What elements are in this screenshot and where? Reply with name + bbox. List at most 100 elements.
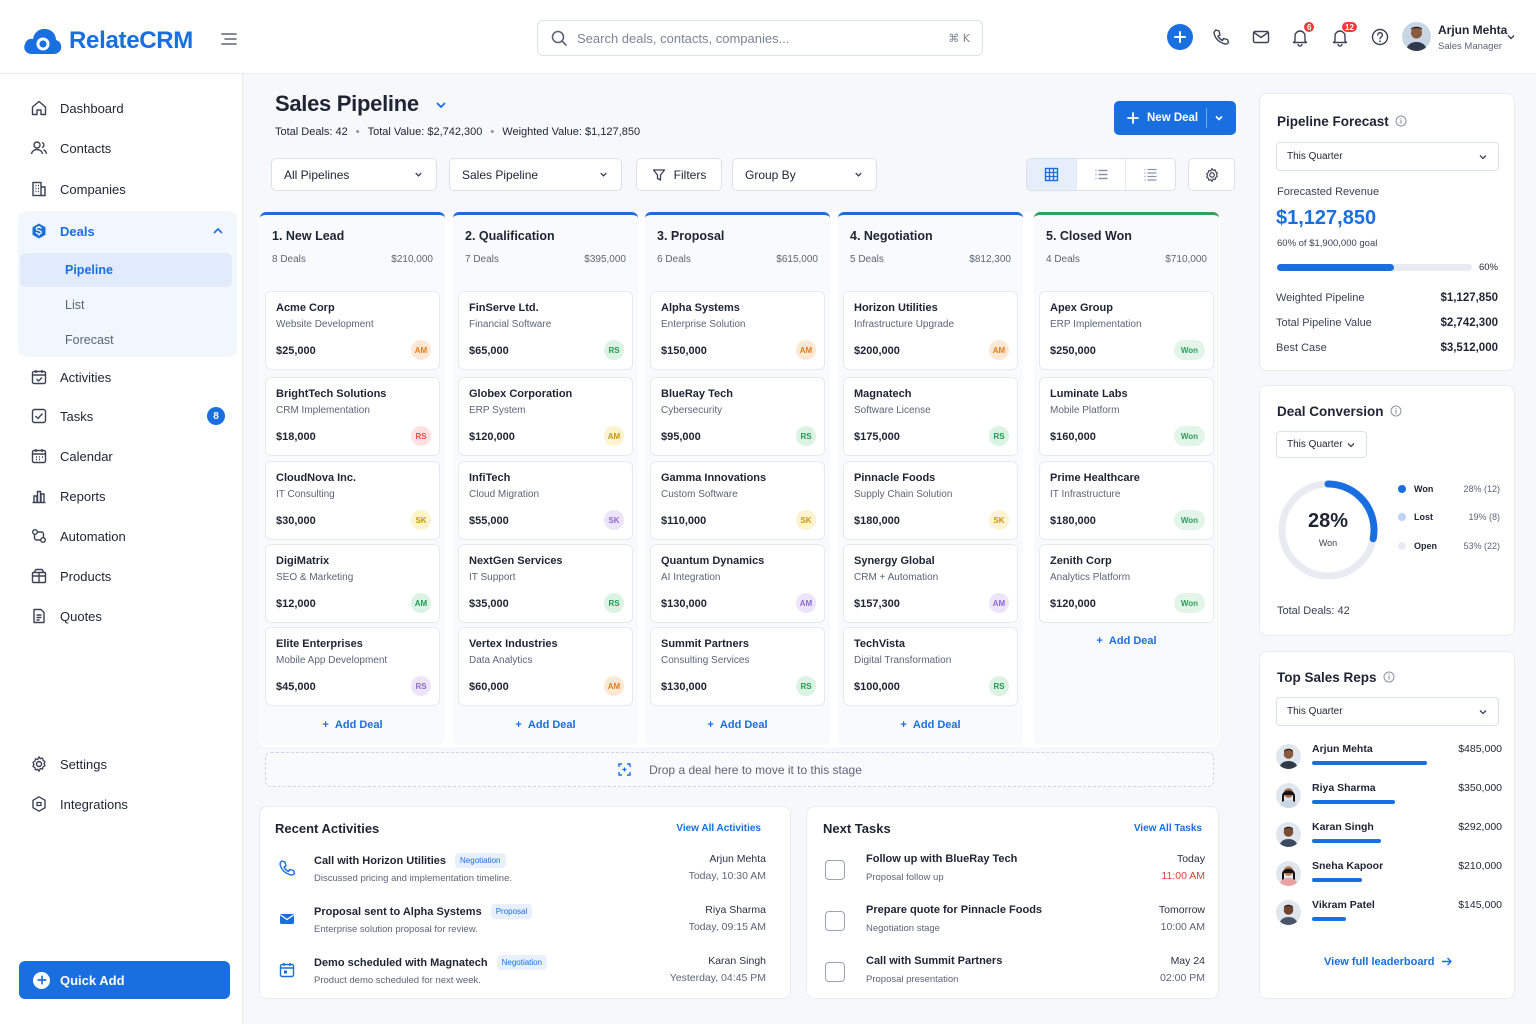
sales-rep-row[interactable]: Riya Sharma $350,000 <box>1276 781 1502 811</box>
sidebar-subitem-forecast[interactable]: Forecast <box>65 333 114 347</box>
task-row[interactable]: Prepare quote for Pinnacle Foods Negotia… <box>821 904 1205 944</box>
app-logo[interactable]: RelateCRM <box>22 26 193 56</box>
deal-project: Custom Software <box>661 489 738 500</box>
task-row[interactable]: Follow up with BlueRay Tech Proposal fol… <box>821 853 1205 893</box>
sidebar-subitem-list[interactable]: List <box>65 298 85 312</box>
reps-period-select[interactable]: This Quarter <box>1276 697 1499 726</box>
task-day: May 24 <box>1170 955 1205 967</box>
pipeline-select[interactable]: Sales Pipeline <box>449 158 622 191</box>
deal-card[interactable]: BrightTech Solutions CRM Implementation $1… <box>265 377 440 456</box>
compact-view-button[interactable] <box>1126 159 1175 190</box>
add-deal-button[interactable]: + Add Deal <box>515 719 576 731</box>
search-input[interactable] <box>577 30 949 46</box>
task-checkbox[interactable] <box>825 962 845 982</box>
deal-card[interactable]: Gamma Innovations Custom Software $110,000… <box>650 461 825 540</box>
create-button[interactable] <box>1167 24 1193 50</box>
sales-rep-row[interactable]: Arjun Mehta $485,000 <box>1276 742 1502 772</box>
pipeline-scope-select[interactable]: All Pipelines <box>271 158 437 191</box>
mail-icon[interactable] <box>1251 27 1271 47</box>
sidebar-subitem-pipeline[interactable]: Pipeline <box>20 253 232 287</box>
sidebar-item-automation[interactable]: Automation <box>18 519 237 553</box>
group-by-select[interactable]: Group By <box>732 158 877 191</box>
sidebar-item-deals[interactable]: Deals <box>18 214 237 248</box>
sidebar-item-contacts[interactable]: Contacts <box>18 131 237 165</box>
chevron-down-icon[interactable] <box>1213 112 1225 124</box>
activity-row[interactable]: Proposal sent to Alpha Systems Proposal E… <box>276 904 766 944</box>
deal-card[interactable]: Luminate Labs Mobile Platform $160,000 Won <box>1039 377 1214 456</box>
menu-collapse-icon[interactable] <box>220 31 238 47</box>
help-icon[interactable] <box>1370 27 1390 47</box>
deal-card[interactable]: Zenith Corp Analytics Platform $120,000 Won <box>1039 544 1214 623</box>
global-search[interactable]: ⌘ K <box>537 20 983 56</box>
conversion-period-select[interactable]: This Quarter <box>1276 431 1367 458</box>
deal-card[interactable]: Apex Group ERP Implementation $250,000 Won <box>1039 291 1214 370</box>
deal-card[interactable]: Vertex Industries Data Analytics $60,000 AM <box>458 627 633 706</box>
task-checkbox[interactable] <box>825 860 845 880</box>
deal-card[interactable]: Prime Healthcare IT Infrastructure $180,00… <box>1039 461 1214 540</box>
info-icon[interactable] <box>1383 671 1395 683</box>
task-row[interactable]: Call with Summit Partners Proposal prese… <box>821 955 1205 995</box>
sidebar-item-companies[interactable]: Companies <box>18 172 237 206</box>
deal-card[interactable]: DigiMatrix SEO & Marketing $12,000 AM <box>265 544 440 623</box>
alerts-badge: 12 <box>1341 21 1358 33</box>
deal-card[interactable]: Alpha Systems Enterprise Solution $150,000… <box>650 291 825 370</box>
view-all-activities-link[interactable]: View All Activities <box>676 823 761 834</box>
deal-amount: $30,000 <box>276 515 316 527</box>
bell-icon[interactable] <box>1290 27 1310 47</box>
activity-row[interactable]: Call with Horizon Utilities Negotiation D… <box>276 853 766 893</box>
task-checkbox[interactable] <box>825 911 845 931</box>
filters-button[interactable]: Filters <box>636 158 722 191</box>
drop-zone[interactable]: Drop a deal here to move it to this stag… <box>265 752 1214 787</box>
user-menu[interactable]: Arjun Mehta Sales Manager <box>1438 23 1507 52</box>
deal-card[interactable]: Acme Corp Website Development $25,000 AM <box>265 291 440 370</box>
quick-add-button[interactable]: Quick Add <box>19 961 230 999</box>
chevron-down-icon[interactable] <box>1505 31 1517 43</box>
deal-card[interactable]: Synergy Global CRM + Automation $157,300 AM <box>843 544 1018 623</box>
deal-card[interactable]: InfiTech Cloud Migration $55,000 SK <box>458 461 633 540</box>
info-icon[interactable] <box>1395 115 1407 127</box>
sidebar-item-activities[interactable]: Activities <box>18 360 237 394</box>
board-view-button[interactable] <box>1027 159 1077 190</box>
sales-rep-row[interactable]: Sneha Kapoor $210,000 <box>1276 859 1502 889</box>
sidebar-item-reports[interactable]: Reports <box>18 479 237 513</box>
view-all-tasks-link[interactable]: View All Tasks <box>1133 823 1202 834</box>
deal-card[interactable]: CloudNova Inc. IT Consulting $30,000 SK <box>265 461 440 540</box>
forecast-period-select[interactable]: This Quarter <box>1276 142 1499 171</box>
list-view-button[interactable] <box>1077 159 1127 190</box>
deal-card[interactable]: Summit Partners Consulting Services $130,0… <box>650 627 825 706</box>
deal-card[interactable]: Pinnacle Foods Supply Chain Solution $180,… <box>843 461 1018 540</box>
add-deal-button[interactable]: + Add Deal <box>707 719 768 731</box>
deal-card[interactable]: Magnatech Software License $175,000 RS <box>843 377 1018 456</box>
board-settings-button[interactable] <box>1188 158 1235 191</box>
user-avatar[interactable] <box>1402 22 1431 51</box>
info-icon[interactable] <box>1390 405 1402 417</box>
deal-card[interactable]: Elite Enterprises Mobile App Development $… <box>265 627 440 706</box>
deal-card[interactable]: BlueRay Tech Cybersecurity $95,000 RS <box>650 377 825 456</box>
new-deal-button[interactable]: New Deal <box>1114 101 1236 135</box>
sidebar-item-quotes[interactable]: Quotes <box>18 599 237 633</box>
sidebar-item-settings[interactable]: Settings <box>18 747 237 781</box>
view-leaderboard-link[interactable]: View full leaderboard <box>1324 955 1453 968</box>
deal-card[interactable]: TechVista Digital Transformation $100,000 R… <box>843 627 1018 706</box>
sales-rep-row[interactable]: Karan Singh $292,000 <box>1276 820 1502 850</box>
deal-card[interactable]: FinServe Ltd. Financial Software $65,000 RS <box>458 291 633 370</box>
activity-title: Call with Horizon Utilities <box>314 854 447 867</box>
sales-rep-row[interactable]: Vikram Patel $145,000 <box>1276 898 1502 928</box>
rep-value: $145,000 <box>1458 899 1502 911</box>
add-deal-button[interactable]: + Add Deal <box>900 719 961 731</box>
sidebar-item-products[interactable]: Products <box>18 559 237 593</box>
phone-icon[interactable] <box>1211 27 1231 47</box>
activity-row[interactable]: Demo scheduled with Magnatech Negotiation… <box>276 955 766 995</box>
deal-card[interactable]: Horizon Utilities Infrastructure Upgrade $… <box>843 291 1018 370</box>
sidebar-item-integrations[interactable]: Integrations <box>18 787 237 821</box>
deal-card[interactable]: Quantum Dynamics AI Integration $130,000 AM <box>650 544 825 623</box>
sidebar-item-dashboard[interactable]: Dashboard <box>18 91 237 125</box>
deal-card[interactable]: Globex Corporation ERP System $120,000 AM <box>458 377 633 456</box>
chevron-down-icon[interactable] <box>433 97 449 113</box>
deal-card[interactable]: NextGen Services IT Support $35,000 RS <box>458 544 633 623</box>
sidebar-item-calendar[interactable]: Calendar <box>18 439 237 473</box>
sidebar-item-tasks[interactable]: Tasks 8 <box>18 399 237 433</box>
chevron-up-icon[interactable] <box>211 224 225 238</box>
add-deal-button[interactable]: + Add Deal <box>322 719 383 731</box>
add-deal-button[interactable]: + Add Deal <box>1096 635 1157 647</box>
